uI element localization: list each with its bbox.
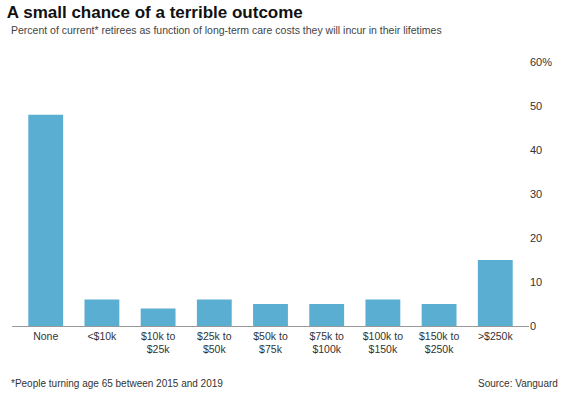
- svg-text:0: 0: [530, 320, 536, 332]
- svg-text:$25k to$50k: $25k to$50k: [197, 330, 232, 356]
- svg-text:Source: Vanguard: Source: Vanguard: [478, 378, 558, 389]
- svg-text:40: 40: [530, 144, 542, 156]
- svg-text:>$250k: >$250k: [478, 330, 513, 342]
- svg-text:60%: 60%: [530, 56, 552, 68]
- svg-text:*People turning age 65 between: *People turning age 65 between 2015 and …: [11, 378, 223, 389]
- svg-text:A small chance of a terrible o: A small chance of a terrible outcome: [7, 3, 303, 22]
- svg-text:Percent of current* retirees a: Percent of current* retirees as function…: [11, 24, 442, 36]
- svg-text:$10k to$25k: $10k to$25k: [141, 330, 176, 356]
- svg-text:50: 50: [530, 100, 542, 112]
- svg-text:$50k to$75k: $50k to$75k: [253, 330, 288, 356]
- svg-text:$75k to$100k: $75k to$100k: [309, 330, 344, 356]
- svg-text:10: 10: [530, 276, 542, 288]
- svg-text:None: None: [33, 330, 58, 342]
- svg-text:$150k to$250k: $150k to$250k: [419, 330, 459, 356]
- svg-text:20: 20: [530, 232, 542, 244]
- svg-text:<$10k: <$10k: [87, 330, 117, 342]
- svg-text:30: 30: [530, 188, 542, 200]
- svg-text:$100k to$150k: $100k to$150k: [363, 330, 403, 356]
